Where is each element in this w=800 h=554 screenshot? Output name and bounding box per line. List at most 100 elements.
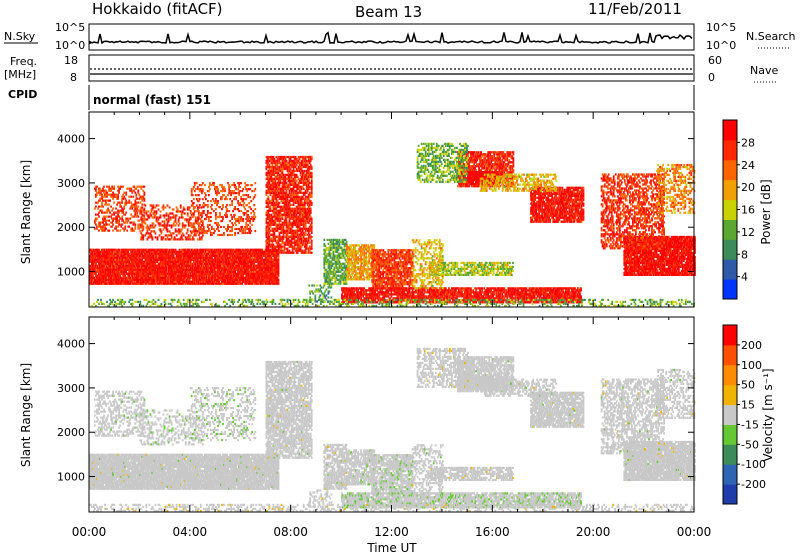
range-cell [125, 263, 127, 265]
range-cell [159, 234, 161, 236]
range-cell [132, 224, 134, 226]
range-cell [120, 277, 122, 279]
range-cell [174, 236, 176, 238]
range-cell [128, 196, 130, 198]
range-cell [110, 190, 112, 192]
range-cell [151, 214, 153, 216]
range-cell [134, 214, 136, 216]
range-cell [140, 208, 142, 210]
range-cell [131, 251, 133, 253]
range-cell [151, 230, 153, 232]
nsky-label: N.Sky [4, 30, 36, 43]
range-cell [141, 204, 143, 206]
range-cell [160, 224, 162, 226]
range-cell [185, 277, 187, 279]
range-cell [232, 265, 234, 267]
range-cell [133, 265, 135, 267]
range-cell [157, 216, 159, 218]
range-cell [96, 271, 98, 273]
range-cell [106, 204, 108, 206]
range-cell [156, 212, 158, 214]
range-cell [257, 283, 259, 285]
range-cell [166, 226, 168, 228]
range-cell [92, 275, 94, 277]
range-cell [139, 255, 141, 257]
range-cell [155, 224, 157, 226]
range-cell [108, 224, 110, 226]
range-cell [92, 253, 94, 255]
range-cell [107, 273, 109, 275]
range-cell [179, 216, 181, 218]
range-cell [225, 267, 227, 269]
range-cell [95, 214, 97, 216]
range-cell [168, 214, 170, 216]
range-cell [181, 234, 183, 236]
range-cell [190, 277, 192, 279]
range-cell [230, 273, 232, 275]
range-cell [119, 265, 121, 267]
range-cell [189, 224, 191, 226]
range-cell [121, 224, 123, 226]
range-cell [255, 251, 257, 253]
range-cell [177, 208, 179, 210]
range-cell [261, 249, 263, 251]
range-cell [94, 222, 96, 224]
range-cell [169, 253, 171, 255]
range-cell [110, 196, 112, 198]
range-cell [95, 206, 97, 208]
range-cell [278, 265, 280, 267]
range-cell [160, 228, 162, 230]
range-cell [132, 196, 134, 198]
range-cell [250, 271, 252, 273]
range-cell [148, 226, 150, 228]
range-cell [210, 281, 212, 283]
range-cell [121, 208, 123, 210]
range-cell [116, 220, 118, 222]
freq-label: Freq. [10, 55, 37, 68]
range-cell [135, 257, 137, 259]
range-cell [118, 251, 120, 253]
range-cell [198, 214, 200, 216]
range-cell [95, 224, 97, 226]
range-cell [117, 226, 119, 228]
range-cell [194, 281, 196, 283]
range-cell [130, 188, 132, 190]
range-cell [143, 208, 145, 210]
range-cell [112, 192, 114, 194]
range-cell [276, 257, 278, 259]
range-cell [128, 202, 130, 204]
range-cell [188, 267, 190, 269]
range-cell [142, 236, 144, 238]
freq-unit: [MHz] [4, 68, 36, 81]
range-cell [106, 220, 108, 222]
range-cell [188, 234, 190, 236]
range-cell [179, 232, 181, 234]
range-cell [277, 277, 279, 279]
range-cell [260, 261, 262, 263]
range-cell [142, 190, 144, 192]
range-cell [101, 263, 103, 265]
range-cell [220, 255, 222, 257]
range-cell [105, 281, 107, 283]
range-cell [100, 251, 102, 253]
range-cell [94, 261, 96, 263]
range-cell [111, 210, 113, 212]
range-cell [169, 230, 171, 232]
range-cell [102, 228, 104, 230]
range-cell [141, 206, 143, 208]
range-cell [129, 208, 131, 210]
range-cell [166, 259, 168, 261]
range-cell [278, 275, 280, 277]
range-cell [123, 273, 125, 275]
range-cell [105, 228, 107, 230]
range-cell [188, 261, 190, 263]
range-cell [125, 277, 127, 279]
range-cell [164, 226, 166, 228]
range-cell [212, 273, 214, 275]
range-cell [135, 188, 137, 190]
range-cell [203, 251, 205, 253]
range-cell [124, 228, 126, 230]
range-cell [258, 277, 260, 279]
range-cell [278, 273, 280, 275]
range-cell [116, 253, 118, 255]
